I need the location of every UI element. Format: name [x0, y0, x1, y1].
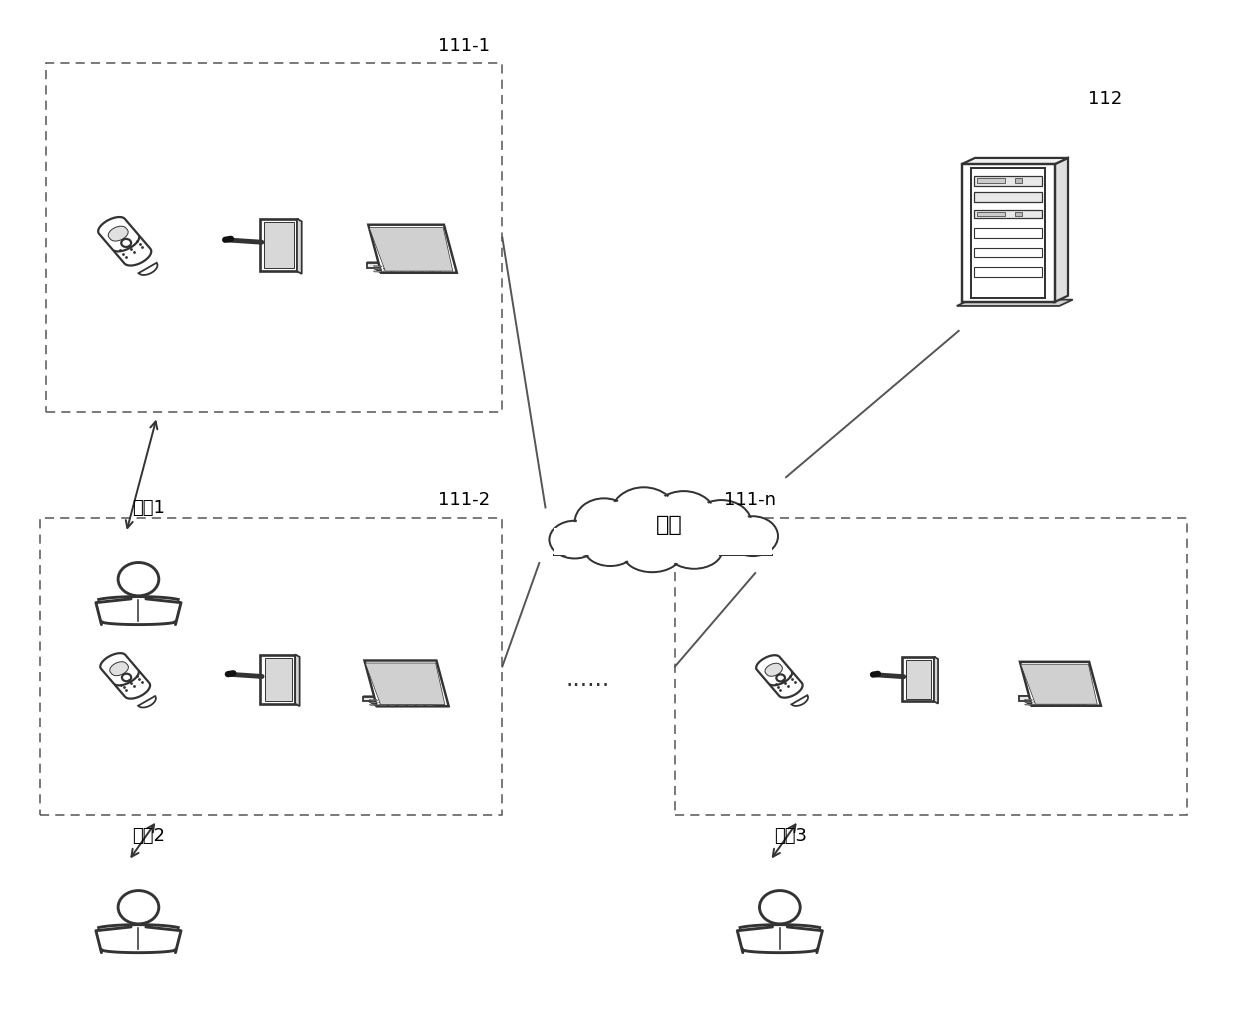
Polygon shape: [902, 657, 934, 701]
Polygon shape: [295, 655, 300, 706]
Ellipse shape: [624, 536, 679, 570]
Polygon shape: [260, 219, 297, 271]
Polygon shape: [114, 670, 150, 698]
Ellipse shape: [586, 532, 634, 564]
Bar: [40, 518, 502, 815]
Polygon shape: [368, 224, 457, 273]
Polygon shape: [907, 660, 932, 698]
Polygon shape: [139, 263, 157, 275]
Text: 网络: 网络: [655, 515, 683, 535]
Text: 111-2: 111-2: [437, 491, 489, 510]
Ellipse shape: [652, 491, 716, 543]
Ellipse shape: [668, 533, 720, 567]
Polygon shape: [554, 528, 772, 555]
Text: 112: 112: [1088, 89, 1123, 108]
Bar: [675, 518, 1187, 815]
Polygon shape: [769, 671, 803, 697]
Circle shape: [118, 890, 159, 924]
Polygon shape: [113, 234, 151, 266]
Polygon shape: [961, 158, 1068, 164]
Polygon shape: [264, 222, 294, 268]
Polygon shape: [364, 661, 449, 706]
Ellipse shape: [665, 531, 722, 568]
Polygon shape: [265, 658, 292, 700]
Bar: [978, 212, 1005, 216]
Ellipse shape: [694, 501, 750, 546]
Polygon shape: [367, 263, 442, 268]
Ellipse shape: [730, 518, 776, 554]
Text: ......: ......: [565, 667, 610, 691]
Polygon shape: [756, 656, 792, 685]
Text: 用户2: 用户2: [133, 826, 165, 844]
Bar: [971, 168, 1044, 298]
Bar: [974, 176, 1042, 186]
Bar: [961, 164, 1054, 302]
Text: 111-n: 111-n: [725, 491, 777, 510]
Bar: [1015, 179, 1022, 183]
Polygon shape: [110, 662, 129, 676]
Polygon shape: [764, 663, 783, 676]
Polygon shape: [1054, 158, 1068, 302]
Ellipse shape: [549, 521, 600, 558]
Bar: [974, 228, 1042, 238]
Ellipse shape: [584, 531, 637, 566]
Ellipse shape: [575, 498, 633, 546]
Polygon shape: [934, 657, 938, 703]
Ellipse shape: [691, 500, 752, 548]
Bar: [46, 63, 502, 412]
Polygon shape: [260, 655, 295, 703]
Polygon shape: [100, 653, 139, 685]
Polygon shape: [1018, 696, 1101, 705]
Ellipse shape: [611, 487, 678, 544]
Circle shape: [760, 890, 800, 924]
Polygon shape: [98, 217, 139, 252]
Text: 111-1: 111-1: [439, 38, 489, 55]
Polygon shape: [363, 696, 435, 701]
Bar: [974, 193, 1042, 202]
Polygon shape: [94, 598, 183, 624]
Polygon shape: [297, 219, 302, 274]
Circle shape: [121, 674, 131, 681]
Polygon shape: [735, 926, 824, 953]
Polygon shape: [957, 299, 1073, 306]
Ellipse shape: [654, 493, 714, 542]
Bar: [1015, 212, 1022, 216]
Circle shape: [121, 239, 131, 247]
Ellipse shape: [623, 535, 681, 572]
Polygon shape: [94, 926, 183, 953]
Polygon shape: [792, 695, 808, 705]
Bar: [974, 267, 1042, 276]
Bar: [978, 179, 1005, 183]
Text: 用户1: 用户1: [133, 498, 165, 517]
Polygon shape: [1021, 664, 1098, 704]
Ellipse shape: [727, 517, 778, 556]
Ellipse shape: [613, 489, 675, 542]
Text: 用户3: 用户3: [773, 826, 807, 844]
Ellipse shape: [577, 500, 631, 545]
Circle shape: [118, 562, 159, 596]
Polygon shape: [108, 226, 128, 242]
Polygon shape: [1018, 696, 1088, 701]
Polygon shape: [367, 263, 457, 273]
Polygon shape: [369, 227, 452, 271]
Bar: [974, 248, 1042, 257]
Polygon shape: [138, 696, 156, 707]
Bar: [974, 210, 1042, 218]
Polygon shape: [363, 696, 449, 706]
Ellipse shape: [551, 522, 598, 557]
Polygon shape: [366, 663, 445, 704]
Polygon shape: [1020, 662, 1101, 705]
Circle shape: [777, 674, 786, 681]
